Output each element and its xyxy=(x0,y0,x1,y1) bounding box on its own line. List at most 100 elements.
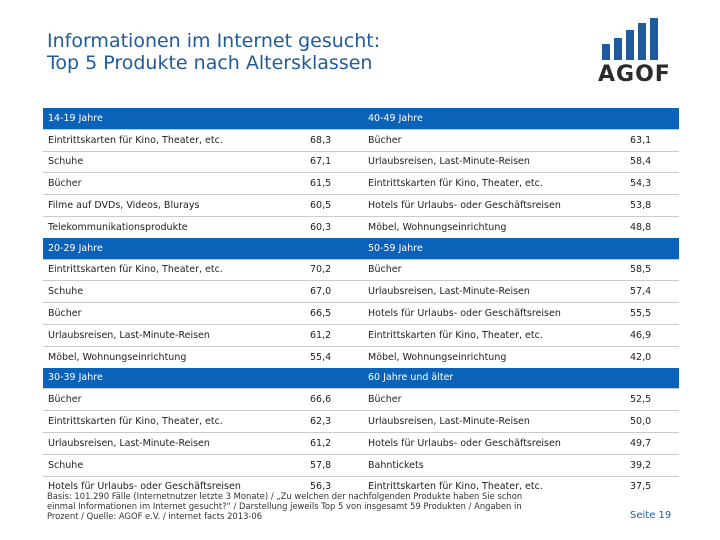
footnote-line-2: einmal Informationen im Internet gesucht… xyxy=(47,501,522,512)
column-gap xyxy=(355,280,363,303)
product-name: Eintrittskarten für Kino, Theater, etc. xyxy=(363,475,625,498)
table-row: Eintrittskarten für Kino, Theater, etc. 7… xyxy=(43,258,679,281)
product-name: Eintrittskarten für Kino, Theater, etc. xyxy=(43,410,305,433)
percent-value: 42,0 xyxy=(625,345,679,368)
column-gap xyxy=(355,194,363,217)
column-gap xyxy=(355,453,363,477)
table-row: Bücher 66,5 Hotels für Urlaubs- oder Gesch… xyxy=(43,302,679,325)
column-gap xyxy=(355,345,363,368)
percent-value: 55,5 xyxy=(625,302,679,325)
percent-value: 57,8 xyxy=(305,453,355,477)
column-gap xyxy=(355,128,363,152)
percent-value: 62,3 xyxy=(305,410,355,433)
table-row: Bücher 61,5 Eintrittskarten für Kino, Thea… xyxy=(43,172,679,195)
footnote-line-1: Basis: 101.290 Fälle (Internetnutzer let… xyxy=(47,491,523,501)
product-name: Hotels für Urlaubs- oder Geschäftsreisen xyxy=(363,302,625,325)
product-name: Urlaubsreisen, Last-Minute-Reisen xyxy=(363,150,625,173)
product-name: Eintrittskarten für Kino, Theater, etc. xyxy=(363,323,625,347)
product-name: Schuhe xyxy=(43,453,305,477)
percent-value: 37,5 xyxy=(625,475,679,498)
percent-value: 54,3 xyxy=(625,172,679,195)
age-group-header: 14-19 Jahre xyxy=(43,108,355,130)
product-name: Möbel, Wohnungseinrichtung xyxy=(43,345,305,368)
section-header-row: 14-19 Jahre 40-49 Jahre xyxy=(43,108,679,130)
title-line-2: Top 5 Produkte nach Altersklassen xyxy=(47,52,373,74)
product-name: Bücher xyxy=(363,258,625,281)
table-row: Eintrittskarten für Kino, Theater, etc. 6… xyxy=(43,410,679,433)
product-name: Filme auf DVDs, Videos, Blurays xyxy=(43,194,305,217)
column-gap xyxy=(355,323,363,347)
product-name: Schuhe xyxy=(43,280,305,303)
product-name: Urlaubsreisen, Last-Minute-Reisen xyxy=(43,323,305,347)
age-group-header: 30-39 Jahre xyxy=(43,367,355,389)
product-name: Schuhe xyxy=(43,150,305,173)
percent-value: 61,2 xyxy=(305,323,355,347)
column-gap xyxy=(355,475,363,498)
product-name: Bahntickets xyxy=(363,453,625,477)
product-name: Hotels für Urlaubs- oder Geschäftsreisen xyxy=(43,475,305,498)
percent-value: 50,0 xyxy=(625,410,679,433)
product-name: Eintrittskarten für Kino, Theater, etc. xyxy=(43,258,305,281)
product-name: Hotels für Urlaubs- oder Geschäftsreisen xyxy=(363,431,625,455)
percent-value: 56,3 xyxy=(305,475,355,498)
agof-logo-text: AGOF xyxy=(598,62,671,87)
table-row: Bücher 66,6 Bücher 52,5 xyxy=(43,388,679,411)
percent-value: 68,3 xyxy=(305,128,355,152)
page-title: Informationen im Internet gesucht: Top 5… xyxy=(47,30,567,74)
column-gap xyxy=(355,150,363,173)
table-row: Schuhe 57,8 Bahntickets 39,2 xyxy=(43,453,679,477)
percent-value: 58,5 xyxy=(625,258,679,281)
percent-value: 67,0 xyxy=(305,280,355,303)
table-row: Hotels für Urlaubs- oder Geschäftsreisen… xyxy=(43,475,679,498)
product-name: Eintrittskarten für Kino, Theater, etc. xyxy=(363,172,625,195)
percent-value: 58,4 xyxy=(625,150,679,173)
product-name: Hotels für Urlaubs- oder Geschäftsreisen xyxy=(363,194,625,217)
percent-value: 60,3 xyxy=(305,215,355,238)
table-row: Schuhe 67,1 Urlaubsreisen, Last-Minute-Rei… xyxy=(43,150,679,173)
age-group-header: 60 Jahre und älter xyxy=(363,367,679,389)
section-header-row: 20-29 Jahre 50-59 Jahre xyxy=(43,237,679,260)
product-name: Urlaubsreisen, Last-Minute-Reisen xyxy=(363,280,625,303)
product-name: Eintrittskarten für Kino, Theater, etc. xyxy=(43,128,305,152)
product-name: Möbel, Wohnungseinrichtung xyxy=(363,345,625,368)
table-row: Urlaubsreisen, Last-Minute-Reisen 61,2 Hot… xyxy=(43,431,679,455)
column-gap xyxy=(355,410,363,433)
percent-value: 61,2 xyxy=(305,431,355,455)
table-row: Telekommunikationsprodukte 60,3 Möbel, Woh… xyxy=(43,215,679,238)
percent-value: 49,7 xyxy=(625,431,679,455)
title-line-1: Informationen im Internet gesucht: xyxy=(47,30,381,52)
column-gap xyxy=(355,237,363,260)
percent-value: 60,5 xyxy=(305,194,355,217)
percent-value: 46,9 xyxy=(625,323,679,347)
column-gap xyxy=(355,172,363,195)
product-name: Urlaubsreisen, Last-Minute-Reisen xyxy=(43,431,305,455)
percent-value: 70,2 xyxy=(305,258,355,281)
percent-value: 55,4 xyxy=(305,345,355,368)
percent-value: 66,5 xyxy=(305,302,355,325)
column-gap xyxy=(355,388,363,411)
product-name: Bücher xyxy=(363,388,625,411)
table-row: Filme auf DVDs, Videos, Blurays 60,5 Hotel… xyxy=(43,194,679,217)
footnote: Basis: 101.290 Fälle (Internetnutzer let… xyxy=(47,491,587,522)
table-row: Schuhe 67,0 Urlaubsreisen, Last-Minute-Rei… xyxy=(43,280,679,303)
column-gap xyxy=(355,258,363,281)
percent-value: 63,1 xyxy=(625,128,679,152)
product-name: Telekommunikationsprodukte xyxy=(43,215,305,238)
table-row: Möbel, Wohnungseinrichtung 55,4 Möbel, Woh… xyxy=(43,345,679,368)
column-gap xyxy=(355,302,363,325)
percent-value: 66,6 xyxy=(305,388,355,411)
product-name: Bücher xyxy=(363,128,625,152)
product-name: Bücher xyxy=(43,172,305,195)
percent-value: 57,4 xyxy=(625,280,679,303)
percent-value: 48,8 xyxy=(625,215,679,238)
column-gap xyxy=(355,431,363,455)
age-group-table: 14-19 Jahre 40-49 Jahre Eintrittskarten fü… xyxy=(43,108,679,498)
product-name: Urlaubsreisen, Last-Minute-Reisen xyxy=(363,410,625,433)
age-group-header: 40-49 Jahre xyxy=(363,108,679,130)
age-group-header: 20-29 Jahre xyxy=(43,237,355,260)
section-header-row: 30-39 Jahre 60 Jahre und älter xyxy=(43,367,679,389)
percent-value: 52,5 xyxy=(625,388,679,411)
percent-value: 39,2 xyxy=(625,453,679,477)
age-group-header: 50-59 Jahre xyxy=(363,237,679,260)
percent-value: 53,8 xyxy=(625,194,679,217)
